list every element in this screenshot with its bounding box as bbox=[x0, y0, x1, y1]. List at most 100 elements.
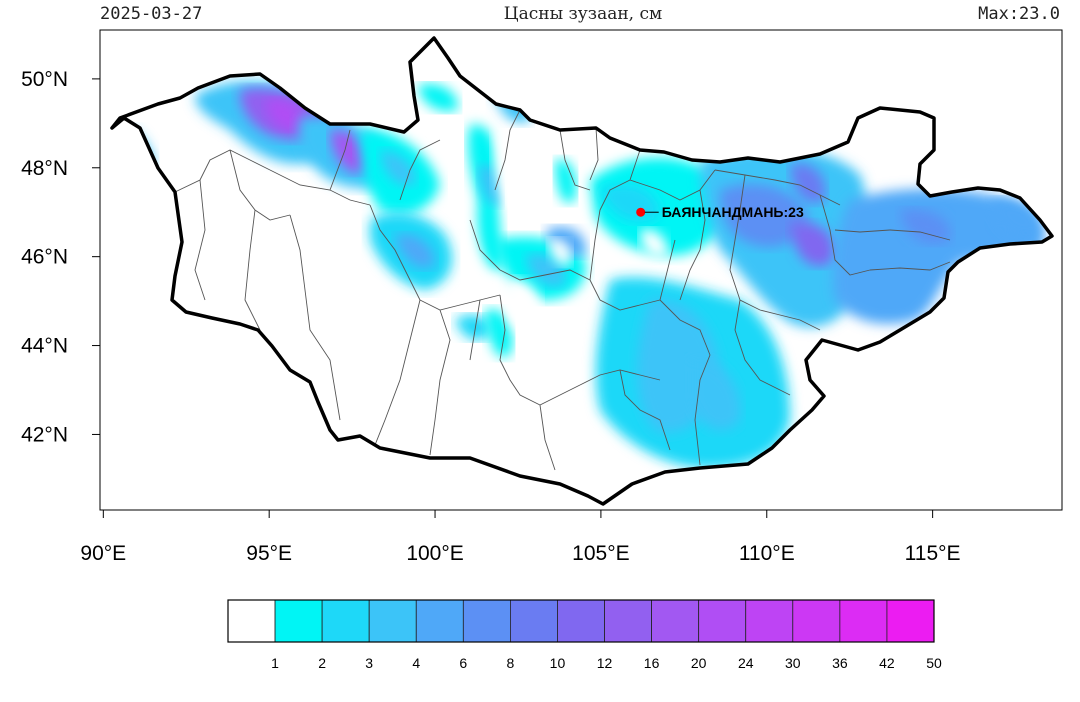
province-boundary bbox=[679, 189, 706, 301]
province-boundary bbox=[629, 169, 716, 201]
colorbar-swatch bbox=[462, 599, 511, 643]
colorbar-swatch bbox=[651, 599, 700, 643]
province-boundary bbox=[539, 404, 556, 471]
lon-tick-label: 90°E bbox=[80, 542, 126, 565]
province-boundary bbox=[419, 294, 501, 311]
colorbar-label: 16 bbox=[644, 655, 660, 671]
colorbar-label: 10 bbox=[550, 655, 566, 671]
province-boundary bbox=[589, 279, 661, 311]
map-title: Цасны зузаан, см bbox=[503, 4, 663, 24]
lat-tick-label: 48°N bbox=[21, 157, 68, 180]
province-boundary bbox=[779, 314, 821, 331]
country-border bbox=[110, 36, 1054, 506]
lat-tick-label: 50°N bbox=[21, 68, 68, 91]
colorbar: 1 2 3 4 6 8 10 12 16 20 24 30 36 42 50 bbox=[227, 599, 942, 671]
province-boundary bbox=[289, 214, 341, 421]
snow-depth-area bbox=[720, 184, 810, 247]
colorbar-label: 6 bbox=[459, 655, 467, 671]
lon-tick-label: 100°E bbox=[406, 542, 463, 565]
province-boundary bbox=[369, 204, 421, 301]
colorbar-label: 3 bbox=[365, 655, 373, 671]
map-axes: 90°E 95°E 100°E 105°E 110°E 115°E 42°N 44°N 46°N… bbox=[21, 68, 960, 565]
snow-depth-area bbox=[833, 188, 1045, 324]
province-boundary bbox=[659, 239, 676, 301]
province-boundary bbox=[629, 149, 641, 181]
province-boundary bbox=[619, 369, 671, 451]
colorbar-label: 4 bbox=[412, 655, 420, 671]
colorbar-swatch bbox=[415, 599, 464, 643]
snow-depth-area bbox=[330, 129, 370, 173]
province-boundaries bbox=[174, 109, 951, 471]
station-dot bbox=[636, 207, 646, 217]
lat-tick-label: 46°N bbox=[21, 246, 68, 269]
province-boundary bbox=[819, 194, 871, 276]
colorbar-label: 30 bbox=[785, 655, 801, 671]
colorbar-label: 2 bbox=[318, 655, 326, 671]
lon-tick-label: 105°E bbox=[572, 542, 629, 565]
province-boundary bbox=[694, 354, 711, 466]
colorbar-swatch bbox=[886, 599, 935, 643]
snow-depth-area bbox=[525, 253, 566, 287]
colorbar-swatch bbox=[274, 599, 323, 643]
colorbar-label: 42 bbox=[879, 655, 895, 671]
colorbar-swatch bbox=[839, 599, 888, 643]
snow-depth-area bbox=[455, 314, 492, 341]
province-boundary bbox=[399, 139, 441, 201]
no-snow-area bbox=[505, 279, 541, 331]
lon-tick-label: 110°E bbox=[739, 542, 795, 565]
no-snow-area bbox=[640, 229, 669, 258]
no-snow-area bbox=[548, 239, 572, 266]
colorbar-swatch bbox=[368, 599, 417, 643]
no-snow-area bbox=[494, 129, 545, 216]
province-boundary bbox=[589, 179, 631, 281]
province-boundary bbox=[494, 109, 521, 191]
province-boundary bbox=[374, 299, 421, 446]
max-label: Max:23.0 bbox=[978, 4, 1060, 24]
colorbar-label: 12 bbox=[597, 655, 613, 671]
province-boundary bbox=[499, 294, 581, 406]
province-boundary bbox=[734, 299, 791, 396]
station-label: БАЯНЧАНДМАНЬ:23 bbox=[662, 204, 804, 220]
province-boundary bbox=[429, 309, 451, 456]
snow-depth-area bbox=[418, 83, 459, 112]
snow-depth-area bbox=[690, 359, 741, 431]
province-boundary bbox=[729, 174, 781, 316]
province-boundary bbox=[469, 299, 481, 361]
province-boundary bbox=[329, 129, 351, 191]
province-boundary bbox=[194, 179, 206, 301]
colorbar-label: 1 bbox=[271, 655, 279, 671]
snow-depth-area bbox=[380, 150, 416, 186]
colorbar-swatch bbox=[745, 599, 794, 643]
snow-fill-layer bbox=[112, 74, 1045, 469]
colorbar-label: 24 bbox=[738, 655, 754, 671]
province-boundary bbox=[244, 209, 261, 331]
colorbar-swatch bbox=[509, 599, 558, 643]
snow-depth-area bbox=[545, 226, 586, 258]
province-boundary bbox=[589, 127, 599, 181]
province-boundary bbox=[559, 129, 591, 191]
province-boundary bbox=[174, 149, 271, 193]
colorbar-label: 50 bbox=[926, 655, 942, 671]
colorbar-swatch bbox=[321, 599, 370, 643]
lon-tick-label: 115°E bbox=[905, 542, 961, 565]
snow-depth-area bbox=[485, 309, 513, 358]
province-boundary bbox=[659, 299, 711, 356]
snow-depth-area bbox=[555, 159, 577, 204]
colorbar-swatch bbox=[604, 599, 652, 643]
lat-tick-label: 44°N bbox=[21, 335, 68, 358]
map-frame bbox=[99, 29, 1063, 511]
snow-depth-area bbox=[790, 222, 836, 267]
colorbar-swatch bbox=[227, 599, 276, 643]
colorbar-swatch bbox=[792, 599, 841, 643]
snow-depth-area bbox=[395, 234, 435, 269]
snow-depth-area bbox=[900, 209, 951, 244]
province-boundary bbox=[834, 229, 951, 241]
date-label: 2025-03-27 bbox=[100, 4, 203, 24]
lon-tick-label: 95°E bbox=[246, 542, 292, 565]
province-boundary bbox=[714, 169, 841, 206]
province-boundary bbox=[499, 269, 591, 281]
snow-depth-area bbox=[265, 99, 303, 131]
colorbar-swatch bbox=[698, 599, 747, 643]
